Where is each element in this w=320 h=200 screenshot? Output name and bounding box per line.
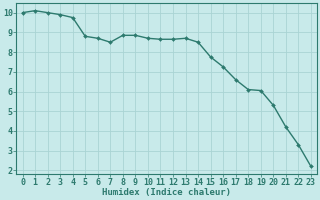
X-axis label: Humidex (Indice chaleur): Humidex (Indice chaleur) [102, 188, 231, 197]
